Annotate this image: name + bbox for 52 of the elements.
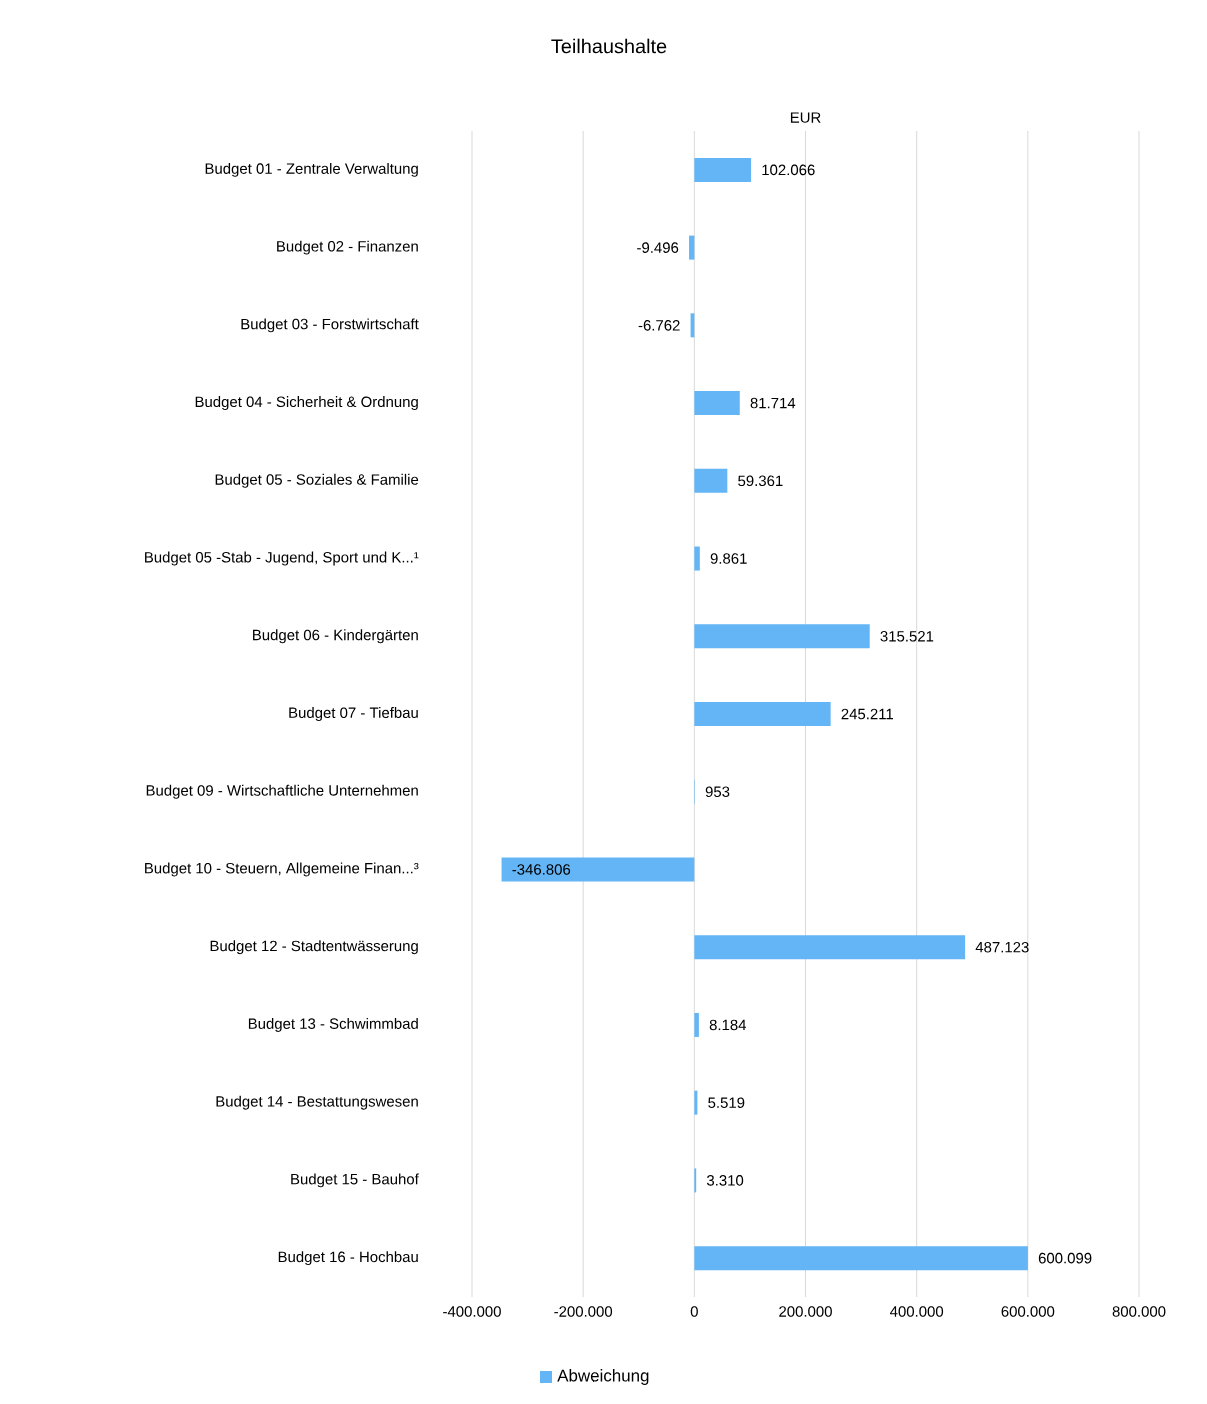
y-tick-label: Budget 01 - Zentrale Verwaltung bbox=[205, 162, 418, 177]
y-tick-label: Budget 13 - Schwimmbad bbox=[248, 1017, 418, 1032]
bar bbox=[694, 1246, 1028, 1271]
chart-title: Teilhaushalte bbox=[551, 38, 667, 54]
bar bbox=[694, 1090, 698, 1115]
bar bbox=[501, 857, 695, 882]
data-label: 81.714 bbox=[750, 397, 796, 409]
y-tick-label: Budget 02 - Finanzen bbox=[277, 240, 418, 255]
x-tick-label: 0 bbox=[690, 1306, 698, 1317]
x-tick-label: 800.000 bbox=[1112, 1306, 1166, 1317]
bar bbox=[694, 1012, 699, 1037]
x-tick-label: 600.000 bbox=[1001, 1306, 1055, 1317]
data-label: 3.310 bbox=[706, 1175, 744, 1186]
data-label: -9.496 bbox=[637, 242, 679, 253]
x-axis-title: EUR bbox=[790, 112, 821, 123]
y-tick-label: Budget 09 - Wirtschaftliche Unternehmen bbox=[146, 784, 418, 799]
x-tick-label: 200.000 bbox=[779, 1306, 832, 1317]
bar bbox=[694, 391, 740, 416]
x-tick-label: 400.000 bbox=[890, 1306, 944, 1317]
y-tick-label: Budget 14 - Bestattungswesen bbox=[216, 1095, 418, 1110]
bar bbox=[694, 468, 728, 493]
x-tick-label: -200.000 bbox=[554, 1306, 613, 1317]
legend-label: Abweichung bbox=[557, 1369, 649, 1385]
y-tick-label: Budget 04 - Sicherheit & Ordnung bbox=[195, 396, 418, 411]
y-tick-label: Budget 15 - Bauhof bbox=[291, 1173, 419, 1188]
x-tick-label: -400.000 bbox=[443, 1306, 501, 1317]
data-label: 953 bbox=[705, 786, 730, 798]
data-label: 5.519 bbox=[708, 1097, 745, 1108]
bar bbox=[689, 235, 695, 260]
bar bbox=[694, 702, 831, 727]
bar bbox=[694, 935, 966, 960]
bar bbox=[694, 546, 700, 571]
y-tick-label: Budget 03 - Forstwirtschaft bbox=[241, 318, 419, 333]
y-tick-label: Budget 06 - Kindergärten bbox=[253, 629, 418, 644]
y-tick-label: Budget 05 -Stab - Jugend, Sport und K...¹ bbox=[145, 551, 419, 566]
data-label: 59.361 bbox=[738, 475, 783, 487]
bar bbox=[694, 157, 752, 182]
data-label: 102.066 bbox=[762, 164, 815, 176]
data-label: 600.099 bbox=[1038, 1252, 1092, 1264]
y-tick-label: Budget 10 - Steuern, Allgemeine Finan...³ bbox=[145, 862, 419, 877]
data-label: 9.861 bbox=[710, 553, 747, 564]
data-label: 8.184 bbox=[709, 1019, 747, 1031]
y-tick-label: Budget 07 - Tiefbau bbox=[289, 707, 418, 721]
y-tick-label: Budget 12 - Stadtentwässerung bbox=[210, 940, 418, 955]
bar bbox=[694, 624, 870, 649]
data-label: 315.521 bbox=[880, 630, 934, 642]
data-label: 245.211 bbox=[841, 708, 894, 720]
data-label: -346.806 bbox=[512, 864, 571, 875]
y-tick-label: Budget 05 - Soziales & Familie bbox=[215, 473, 419, 488]
data-label: -6.762 bbox=[638, 320, 680, 331]
data-label: 487.123 bbox=[975, 941, 1029, 953]
y-tick-label: Budget 16 - Hochbau bbox=[278, 1251, 418, 1266]
